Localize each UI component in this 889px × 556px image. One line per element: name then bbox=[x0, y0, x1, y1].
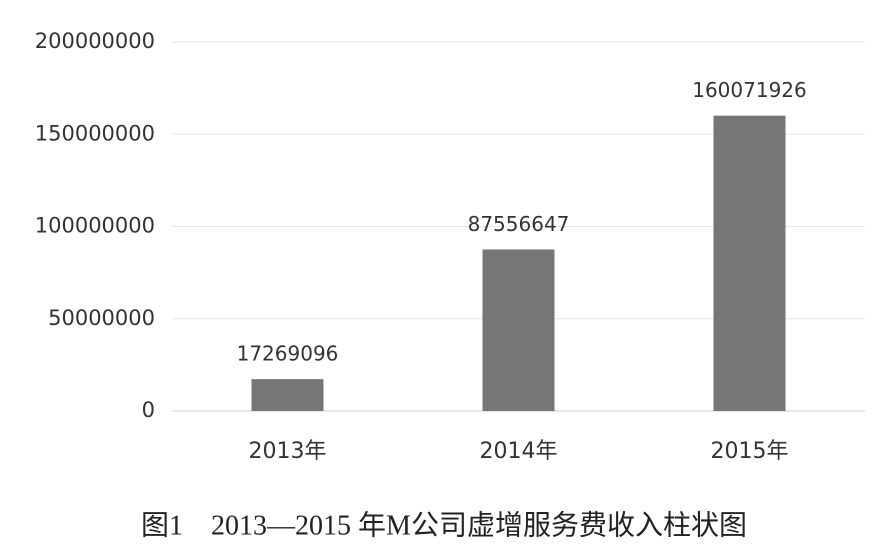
bar bbox=[713, 115, 786, 411]
x-tick-label: 2013年 bbox=[249, 439, 327, 464]
y-tick-label: 200000000 bbox=[35, 29, 155, 53]
bar bbox=[251, 379, 324, 411]
value-label: 160071926 bbox=[692, 78, 807, 102]
y-tick-label: 0 bbox=[142, 398, 155, 422]
bar bbox=[482, 249, 555, 411]
y-tick-label: 50000000 bbox=[48, 306, 155, 330]
x-tick-label: 2014年 bbox=[480, 439, 558, 464]
value-label: 17269096 bbox=[237, 342, 339, 366]
y-tick-label: 100000000 bbox=[35, 214, 155, 238]
y-tick-label: 150000000 bbox=[35, 121, 155, 145]
x-tick-label: 2015年 bbox=[711, 439, 789, 464]
value-label: 87556647 bbox=[468, 212, 570, 236]
chart-title: 图1 2013—2015 年M公司虚增服务费收入柱状图 bbox=[141, 509, 747, 541]
